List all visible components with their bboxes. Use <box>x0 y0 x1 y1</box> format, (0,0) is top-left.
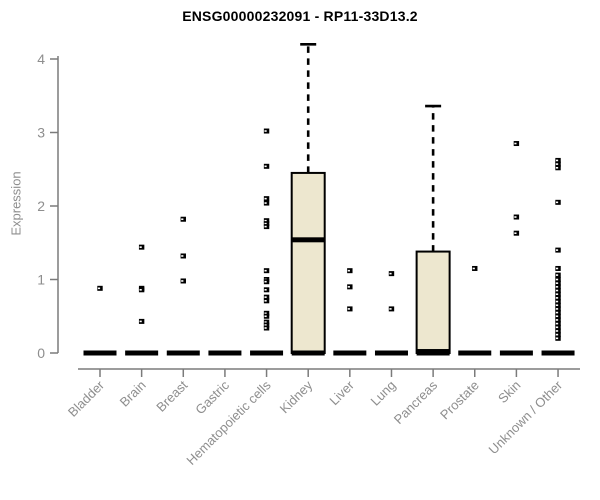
outlier-point-slit <box>389 308 392 310</box>
median-line <box>83 350 117 356</box>
x-tick-label: Prostate <box>437 378 482 423</box>
outlier-point-slit <box>264 315 267 318</box>
x-tick-label: Lung <box>368 378 399 409</box>
outlier-point-slit <box>555 326 559 329</box>
outlier-point-slit <box>555 308 559 310</box>
x-tick-label: Bladder <box>65 377 108 420</box>
y-tick-label: 3 <box>37 125 45 141</box>
outlier-point-slit <box>555 300 559 303</box>
median-line <box>125 350 159 356</box>
outlier-point-slit <box>264 296 267 298</box>
outlier-point-slit <box>555 274 559 276</box>
median-line <box>333 350 367 356</box>
outlier-point-slit <box>555 166 559 169</box>
outlier-point-slit <box>264 324 267 326</box>
outlier-point-slit <box>139 288 142 291</box>
x-tick-label: Gastric <box>192 377 232 417</box>
y-tick-label: 4 <box>37 51 45 67</box>
outlier-point-slit <box>555 159 559 162</box>
outlier-point-slit <box>555 293 559 295</box>
median-line <box>166 350 200 356</box>
outlier-point-slit <box>139 246 142 248</box>
median-line <box>291 237 325 243</box>
outlier-point-slit <box>555 286 559 288</box>
outlier-point-slit <box>555 267 559 270</box>
outlier-point-slit <box>472 267 475 270</box>
lower-whisker-cap <box>291 350 325 356</box>
outlier-point-slit <box>514 216 517 218</box>
outlier-point-slit <box>264 288 267 291</box>
outlier-point-slit <box>97 287 101 290</box>
outlier-point-slit <box>264 225 267 228</box>
outlier-point-slit <box>264 165 267 168</box>
outlier-point-slit <box>555 337 559 340</box>
outlier-point-slit <box>264 269 267 272</box>
outlier-point-slit <box>555 201 559 204</box>
median-line <box>250 350 284 356</box>
outlier-point-slit <box>181 280 184 282</box>
outlier-point-slit <box>264 197 267 200</box>
outlier-point-slit <box>514 232 517 234</box>
outlier-point-slit <box>555 330 559 332</box>
outlier-point-slit <box>264 222 267 225</box>
outlier-point-slit <box>555 163 559 165</box>
outlier-point-slit <box>347 308 350 310</box>
outlier-point-slit <box>347 269 350 272</box>
chart-title: ENSG00000232091 - RP11-33D13.2 <box>182 8 418 24</box>
outlier-point-slit <box>555 297 559 299</box>
y-tick-label: 1 <box>37 272 45 288</box>
outlier-point-slit <box>264 130 267 132</box>
outlier-point-slit <box>264 280 267 283</box>
median-line <box>541 350 575 356</box>
outlier-point-slit <box>347 286 350 288</box>
x-tick-label: Kidney <box>277 377 316 416</box>
outlier-point-slit <box>264 327 267 329</box>
outlier-point-slit <box>389 272 392 275</box>
median-line <box>208 350 242 356</box>
outlier-point-slit <box>555 333 559 336</box>
x-tick-label: Liver <box>326 377 357 408</box>
outlier-point-slit <box>555 282 559 284</box>
median-line <box>458 350 492 356</box>
x-tick-label: Unknown / Other <box>486 377 566 457</box>
outlier-point-slit <box>264 312 267 315</box>
outlier-point-slit <box>181 218 184 221</box>
y-tick-label: 2 <box>37 198 45 214</box>
x-tick-label: Brain <box>117 378 149 410</box>
x-tick-label: Skin <box>495 378 523 406</box>
outlier-point-slit <box>555 311 559 314</box>
outlier-point-slit <box>555 278 559 281</box>
outlier-point-slit <box>555 315 559 318</box>
median-line <box>416 349 450 355</box>
y-tick-label: 0 <box>37 345 45 361</box>
outlier-point-slit <box>181 255 184 257</box>
outlier-point-slit <box>514 142 517 145</box>
x-tick-label: Breast <box>153 377 190 414</box>
outlier-point-slit <box>264 300 267 302</box>
median-line <box>374 350 408 356</box>
outlier-point-slit <box>555 322 559 325</box>
outlier-point-slit <box>139 320 142 323</box>
median-line <box>499 350 533 356</box>
outlier-point-slit <box>555 249 559 251</box>
outlier-point-slit <box>264 202 267 204</box>
x-tick-label: Pancreas <box>391 377 441 427</box>
outlier-point-slit <box>555 289 559 292</box>
box <box>415 250 451 355</box>
outlier-point-slit <box>555 304 559 307</box>
box <box>290 171 326 354</box>
outlier-point-slit <box>264 321 267 323</box>
outlier-point-slit <box>555 319 559 321</box>
outlier-point-slit <box>264 219 267 222</box>
